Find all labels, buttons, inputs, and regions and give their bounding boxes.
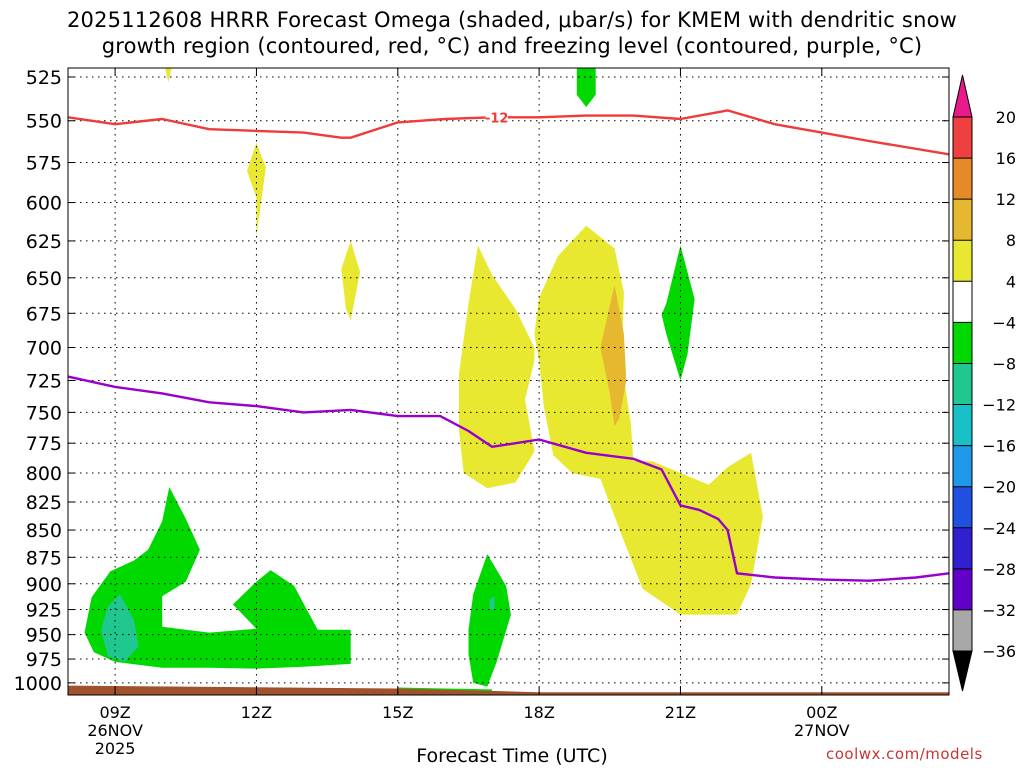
y-tick-label-850: 850 [26,520,62,542]
y-tick-label-750: 750 [26,402,62,424]
x-tick-label-21-0: 21Z [665,703,696,722]
axes: 525 550 575 600 625 650 675 700 725 750 775 800 825 8… [14,67,950,758]
colorbar-label-7: −12 [982,396,1016,415]
colorbar-segment-9 [953,486,972,529]
colorbar: 20 16 12 8 4 −4 −8 −12 −16 −20 −24 −28 −32 −36 [952,74,1016,692]
y-tick-label-1000: 1000 [14,673,62,695]
colorbar-top-arrow [952,74,973,118]
y-tick-label-950: 950 [26,625,62,647]
colorbar-label-9: −20 [982,478,1016,497]
y-tick-label-875: 875 [26,547,62,569]
y-tick-label-625: 625 [26,231,62,253]
colorbar-segment-4 [953,281,972,323]
y-tick-label-675: 675 [26,303,62,325]
colorbar-segment-8 [953,445,972,488]
omega-region-7 [459,245,535,489]
y-tick-label-600: 600 [26,193,62,215]
y-tick-label-650: 650 [26,268,62,290]
plot-area [68,68,949,695]
omega-region-10 [247,142,266,237]
y-tick-label-725: 725 [26,370,62,392]
dgz-contour-label: -12 [485,111,509,126]
colorbar-bottom-arrow [952,650,973,692]
x-tick-label-9-0: 09Z [99,703,130,722]
omega-region-5 [661,245,695,381]
x-tick-label-9-2: 2025 [95,739,136,758]
omega-region-1 [101,594,139,662]
y-tick-label-925: 925 [26,600,62,622]
y-tick-label-700: 700 [26,337,62,359]
grid-lines [68,68,949,695]
colorbar-label-6: −8 [992,354,1016,373]
dgz-contour-line [68,109,949,156]
omega-region-3 [489,596,495,610]
colorbar-label-8: −16 [982,437,1016,456]
x-tick-label-18-0: 18Z [523,703,554,722]
colorbar-label-4: 4 [1006,272,1016,291]
y-tick-label-800: 800 [26,463,62,485]
omega-region-11 [341,240,361,321]
colorbar-label-13: −36 [982,642,1016,661]
colorbar-segment-7 [953,404,972,447]
colorbar-segment-10 [953,527,972,570]
omega-region-9 [600,285,627,427]
omega-region-8 [534,225,763,615]
colorbar-segment-5 [953,322,972,364]
chart-title-line1: 2025112608 HRRR Forecast Omega (shaded, … [66,8,957,32]
contour-lines: -12 [68,109,949,582]
colorbar-segment-12 [953,609,972,652]
y-tick-label-975: 975 [26,649,62,671]
colorbar-label-10: −24 [982,519,1016,538]
omega-region-12 [165,68,172,83]
x-tick-label-9-1: 26NOV [87,721,143,740]
omega-region-0 [84,487,351,669]
freezing-level-line [68,375,949,582]
colorbar-segment-2 [953,199,972,241]
x-tick-label-15-0: 15Z [382,703,413,722]
x-tick-label-12-0: 12Z [241,703,272,722]
omega-region-2 [468,554,511,687]
colorbar-segment-1 [953,158,972,200]
omega-region-6 [576,68,596,107]
colorbar-label-0: 20 [996,108,1016,127]
y-tick-label-550: 550 [26,111,62,133]
colorbar-segment-6 [953,363,972,406]
colorbar-label-11: −28 [982,560,1016,579]
colorbar-label-12: −32 [982,601,1016,620]
y-tick-label-775: 775 [26,433,62,455]
colorbar-label-1: 16 [996,149,1016,168]
credit-text[interactable]: coolwx.com/models [826,745,983,763]
dgz-label-bg [485,109,508,125]
x-tick-label-24-1: 27NOV [794,721,850,740]
chart-title-line2: growth region (contoured, red, °C) and f… [101,34,923,58]
colorbar-label-5: −4 [992,313,1016,332]
y-tick-label-900: 900 [26,574,62,596]
plot-frame [67,67,950,696]
ground-strip [68,685,949,695]
x-tick-label-24-0: 00Z [806,703,837,722]
colorbar-segment-0 [953,117,972,159]
y-tick-label-825: 825 [26,492,62,514]
colorbar-segment-3 [953,240,972,282]
colorbar-label-2: 12 [996,190,1016,209]
colorbar-label-3: 8 [1006,231,1016,250]
y-tick-label-525: 525 [26,67,62,89]
y-tick-label-575: 575 [26,153,62,175]
x-axis-label: Forecast Time (UTC) [416,745,608,767]
colorbar-segment-11 [953,568,972,611]
